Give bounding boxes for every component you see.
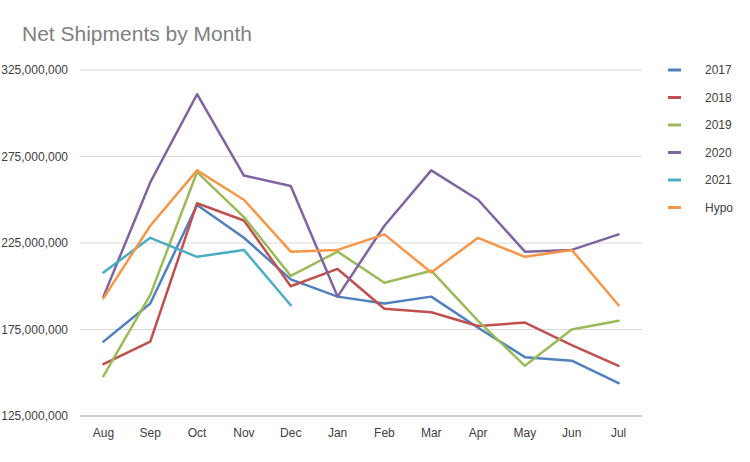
legend-label: 2021 <box>705 173 732 187</box>
legend-label: 2020 <box>705 146 732 160</box>
series-line <box>103 94 618 296</box>
x-tick-label: Sep <box>140 426 162 440</box>
series-line <box>103 205 618 383</box>
series-line <box>103 238 290 305</box>
series-line <box>103 170 618 305</box>
y-tick-label: 175,000,000 <box>1 323 68 337</box>
legend-label: 2018 <box>705 91 732 105</box>
title: Net Shipments by Month <box>22 22 252 45</box>
series-group <box>103 94 618 383</box>
x-tick-label: Feb <box>374 426 395 440</box>
legend-swatch <box>668 151 681 154</box>
legend-label: 2017 <box>705 63 732 77</box>
x-tick-label: Jul <box>611 426 626 440</box>
x-tick-label: Apr <box>469 426 488 440</box>
x-tick-label: Jun <box>562 426 581 440</box>
y-tick-label: 275,000,000 <box>1 150 68 164</box>
series-line <box>103 203 618 366</box>
legend-swatch <box>668 69 681 72</box>
y-tick-label: 225,000,000 <box>1 236 68 250</box>
y-tick-label: 125,000,000 <box>1 409 68 423</box>
grid-line <box>80 70 642 71</box>
grid-line <box>80 329 642 330</box>
x-tick-label: Jan <box>328 426 347 440</box>
legend-label: 2019 <box>705 118 732 132</box>
x-tick-label: Mar <box>421 426 442 440</box>
x-axis <box>80 416 642 417</box>
grid-line <box>80 416 642 417</box>
legend-swatch <box>668 124 681 127</box>
x-tick-label: Dec <box>280 426 301 440</box>
x-tick-label: Aug <box>93 426 114 440</box>
series-line <box>103 172 618 376</box>
legend-swatch <box>668 96 681 99</box>
legend-label: Hypo <box>705 201 733 215</box>
chart: Net Shipments by Month 125,000,000 175,000… <box>0 0 750 462</box>
x-tick-label: Oct <box>188 426 207 440</box>
legend-swatch <box>668 206 681 209</box>
legend-swatch <box>668 179 681 182</box>
y-tick-label: 325,000,000 <box>1 63 68 77</box>
x-tick-label: Nov <box>233 426 254 440</box>
x-tick-label: May <box>514 426 537 440</box>
